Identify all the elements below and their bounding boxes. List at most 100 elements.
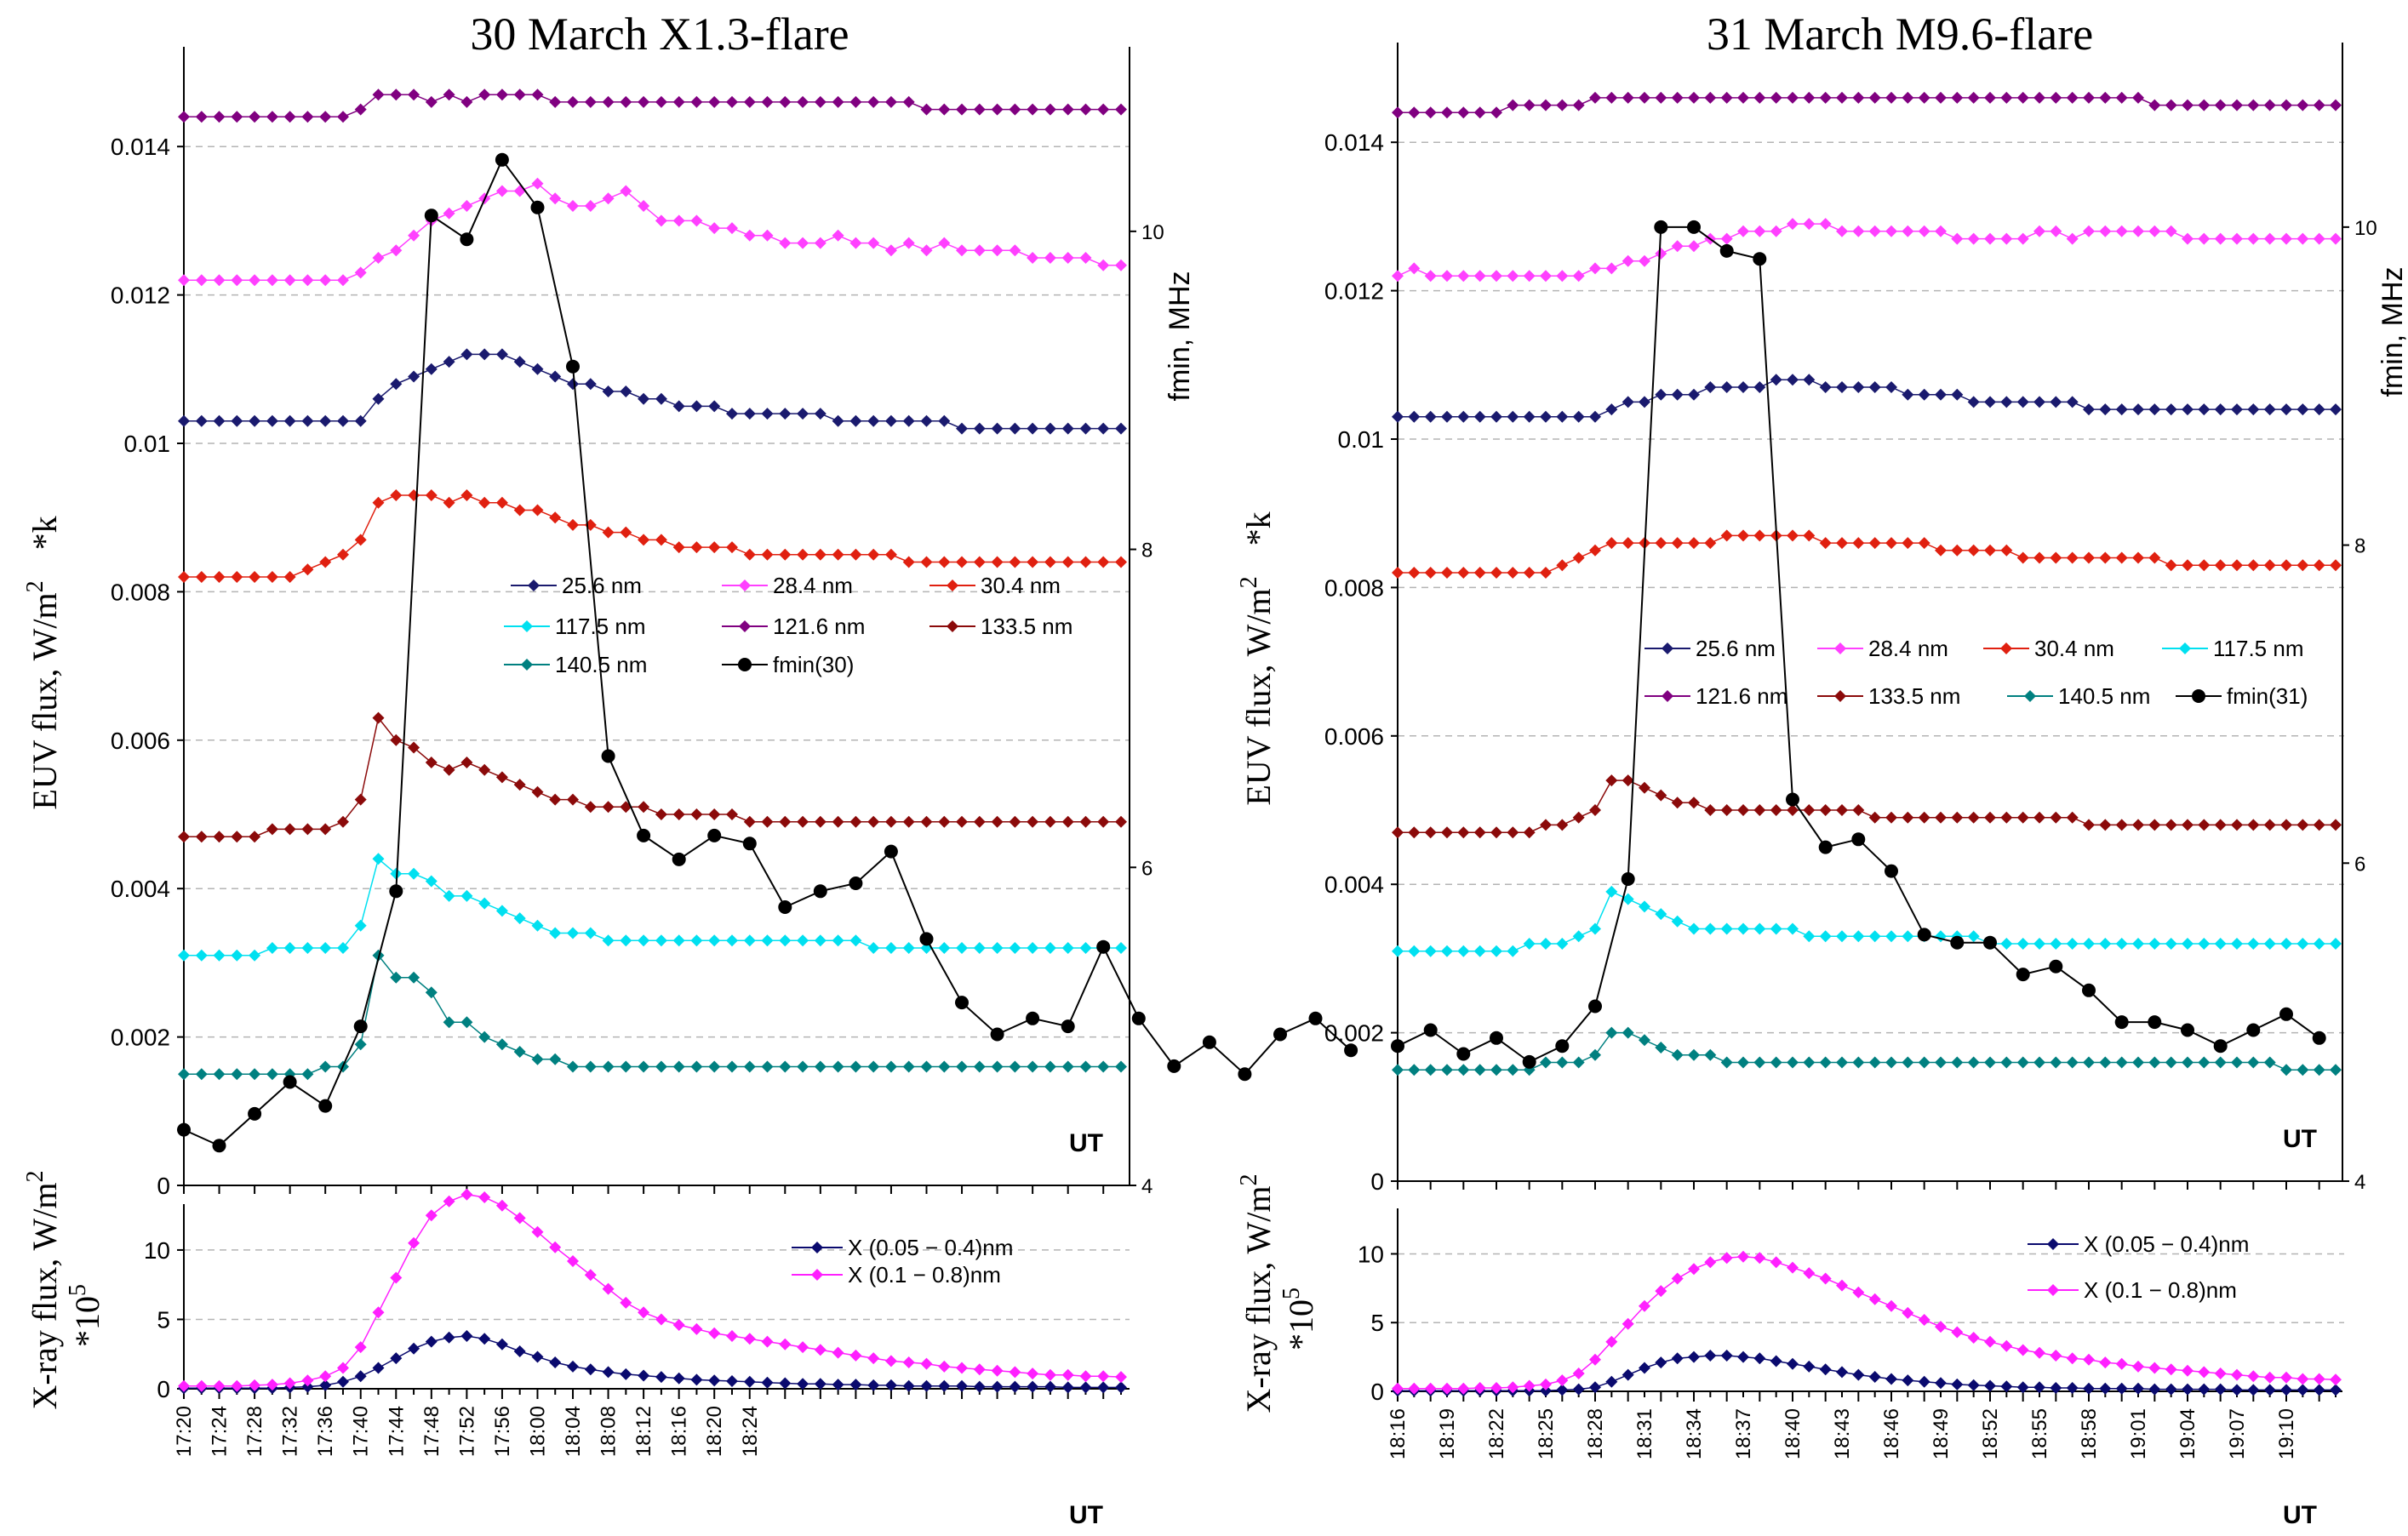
left-point-n1175 xyxy=(814,934,826,947)
right-xray-xtick-label: 18:55 xyxy=(2028,1408,2051,1459)
right-xray-point-x005 xyxy=(1868,1371,1881,1383)
right-xray-ytick-label: 5 xyxy=(1370,1310,1384,1336)
right-point-n256 xyxy=(1902,388,1914,401)
right-point-n1216 xyxy=(1540,99,1552,111)
left-point-n1405 xyxy=(973,1060,986,1073)
left-xray-ylabel: X-ray flux, W/m2 xyxy=(22,1171,64,1410)
right-point-n256 xyxy=(2330,403,2342,416)
left-point-n1216 xyxy=(460,95,473,108)
right-point-n1405 xyxy=(1819,1056,1832,1069)
right-point-n1216 xyxy=(1688,91,1700,104)
right-xray-point-x01 xyxy=(2330,1373,2342,1386)
left-xray-legend-marker-x01 xyxy=(811,1269,823,1281)
left-point-fmin xyxy=(283,1075,297,1089)
right-point-n304 xyxy=(1441,567,1453,579)
left-point-n284 xyxy=(973,244,986,257)
right-xray-point-x01 xyxy=(1868,1293,1881,1305)
left-point-n256 xyxy=(602,385,615,397)
right-point-n284 xyxy=(1737,225,1749,237)
right-point-n284 xyxy=(1787,218,1799,231)
left-point-n1335 xyxy=(249,831,261,843)
left-point-n284 xyxy=(513,185,526,197)
right-point-n284 xyxy=(2296,232,2309,245)
left-xray-xtick-label: 17:32 xyxy=(279,1406,302,1457)
right-point-n1335 xyxy=(1639,781,1650,794)
left-point-n1216 xyxy=(884,95,897,108)
left-point-n1405 xyxy=(655,1060,667,1073)
left-point-n1175 xyxy=(620,934,632,947)
right-point-n284 xyxy=(1507,270,1519,283)
left-point-n1335 xyxy=(584,801,597,814)
right-xray-point-x005 xyxy=(1704,1350,1717,1362)
right-xray-point-x01 xyxy=(1836,1279,1848,1292)
left-point-fmin xyxy=(530,200,545,214)
left-xray-point-x01 xyxy=(672,1319,685,1331)
left-point-n304 xyxy=(991,556,1004,568)
left-point-n1335 xyxy=(1044,815,1056,828)
right-point-n284 xyxy=(1836,225,1848,237)
right-point-n1216 xyxy=(1671,91,1684,104)
right-point-n1405 xyxy=(1902,1056,1914,1069)
right-point-n304 xyxy=(1473,567,1486,579)
right-xray-series-line-x01 xyxy=(1398,1255,2337,1390)
left-fmin-ylabel: fmin, MHz xyxy=(1164,271,1196,402)
left-point-n304 xyxy=(779,548,792,561)
left-point-n304 xyxy=(1027,556,1039,568)
right-fmin-ylabel: fmin, MHz xyxy=(2377,267,2408,397)
right-point-n304 xyxy=(2099,551,2112,564)
right-point-fmin xyxy=(1917,928,1931,942)
right-xray-point-x01 xyxy=(2313,1373,2325,1385)
right-point-n1175 xyxy=(1589,922,1601,935)
left-chart-title: 30 March X1.3-flare xyxy=(470,9,849,60)
left-point-n1335 xyxy=(1097,815,1110,828)
left-point-fmin xyxy=(849,876,863,890)
right-point-n304 xyxy=(1787,529,1799,542)
left-point-n304 xyxy=(531,504,544,517)
left-point-fmin xyxy=(919,932,934,946)
left-point-n256 xyxy=(213,414,226,427)
left-point-n1216 xyxy=(531,89,544,101)
right-point-n284 xyxy=(1572,270,1585,283)
right-euv-ytick-label: 0.002 xyxy=(1324,1020,1384,1047)
left-point-n304 xyxy=(390,489,403,501)
right-point-n256 xyxy=(1951,388,1964,401)
left-point-n1216 xyxy=(213,111,226,123)
left-point-n256 xyxy=(478,348,491,361)
right-xray-point-x01 xyxy=(1803,1267,1816,1280)
right-xray-point-x01 xyxy=(1605,1335,1618,1348)
left-point-n1335 xyxy=(920,815,933,828)
left-xray-point-x005 xyxy=(867,1379,880,1391)
left-point-n304 xyxy=(195,571,208,583)
right-xray-point-x005 xyxy=(1753,1352,1766,1365)
right-xray-point-x005 xyxy=(2313,1384,2325,1396)
right-legend-marker-n1216 xyxy=(1662,690,1673,702)
right-xray-point-x005 xyxy=(1819,1363,1832,1376)
right-xray-xtick-label: 18:52 xyxy=(1979,1408,2002,1459)
left-xray-point-x01 xyxy=(354,1341,367,1354)
left-point-n1175 xyxy=(1044,942,1056,954)
left-point-n304 xyxy=(478,496,491,509)
left-point-n1216 xyxy=(655,95,667,108)
right-point-n304 xyxy=(2263,559,2276,572)
right-point-n1175 xyxy=(1457,945,1470,957)
left-xray-point-x005 xyxy=(1061,1381,1074,1394)
right-point-n1175 xyxy=(1473,945,1486,957)
left-point-n1175 xyxy=(213,949,226,962)
right-series-line-n284 xyxy=(1397,223,2336,277)
left-point-n1335 xyxy=(1009,815,1021,828)
right-point-n284 xyxy=(1868,225,1881,237)
right-point-n304 xyxy=(1523,567,1536,579)
left-point-n256 xyxy=(283,414,296,427)
left-point-n1405 xyxy=(938,1060,951,1073)
left-point-n1405 xyxy=(1097,1060,1110,1073)
left-point-n1175 xyxy=(443,889,455,902)
left-point-n284 xyxy=(1009,244,1021,257)
left-point-n1405 xyxy=(249,1068,261,1081)
left-point-n256 xyxy=(956,422,968,435)
left-point-n1216 xyxy=(549,95,562,108)
right-point-n304 xyxy=(1737,529,1749,542)
right-xray-ytick-label: 0 xyxy=(1370,1379,1384,1405)
right-point-n1335 xyxy=(1935,811,1947,824)
right-euv-ytick-label: 0.006 xyxy=(1324,723,1384,750)
left-point-n284 xyxy=(283,274,296,287)
